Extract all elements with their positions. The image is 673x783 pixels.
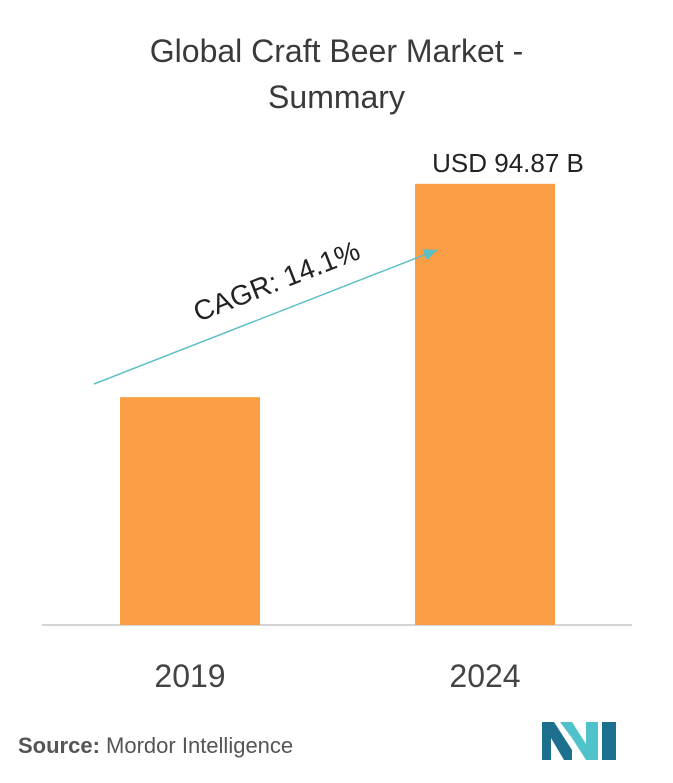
source-note: Source: Mordor Intelligence <box>18 733 293 759</box>
cagr-annotation: CAGR: 14.1% <box>189 235 364 328</box>
source-label: Source: <box>18 733 100 758</box>
bar-2024 <box>415 183 555 626</box>
cagr-arrow-head <box>422 249 437 261</box>
x-tick-label-2024: 2024 <box>449 658 520 694</box>
chart-title: Global Craft Beer Market - Summary <box>0 28 673 120</box>
chart-title-line-2: Summary <box>268 79 405 115</box>
cagr-arrow: CAGR: 14.1% <box>93 235 438 385</box>
cagr-arrow-line <box>93 249 438 385</box>
bar-2019 <box>120 397 260 625</box>
data-label-2024: USD 94.87 B <box>432 148 584 178</box>
source-text: Mordor Intelligence <box>106 733 294 758</box>
chart-title-line-1: Global Craft Beer Market - <box>149 33 524 69</box>
bars-group: 2019 2024 USD 94.87 B <box>120 148 584 694</box>
mordor-intelligence-logo-icon <box>542 722 616 760</box>
x-tick-label-2019: 2019 <box>154 658 225 694</box>
